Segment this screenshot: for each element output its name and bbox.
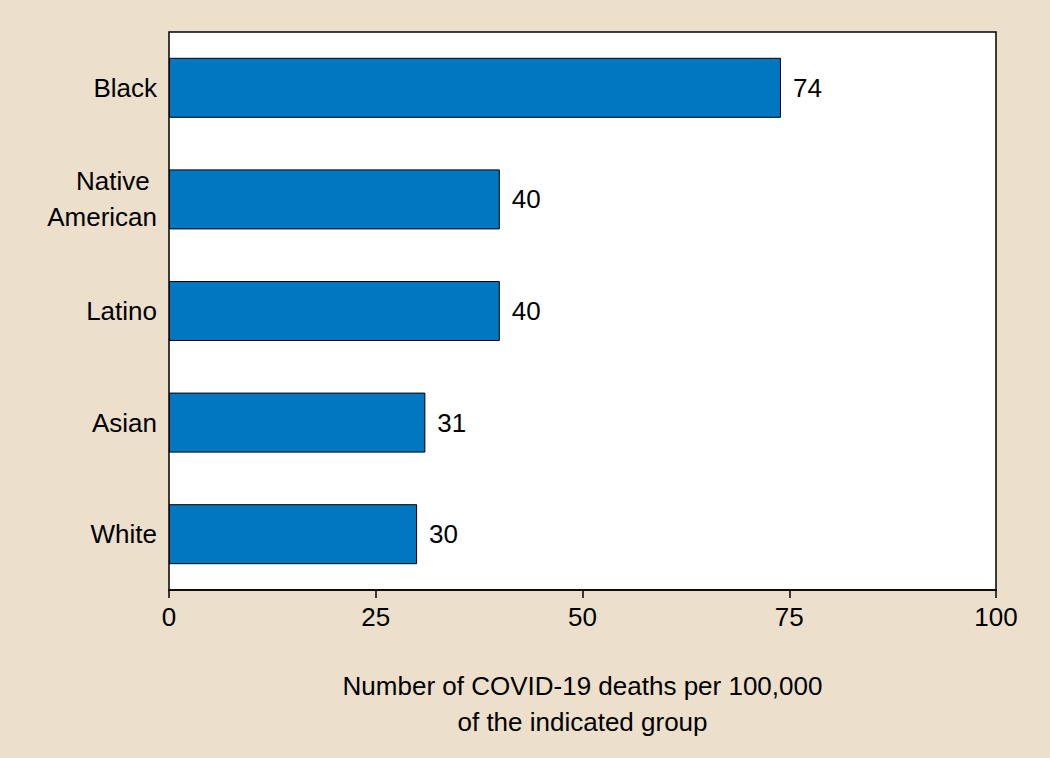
svg-text:30: 30 [429, 519, 458, 549]
svg-text:40: 40 [512, 296, 541, 326]
svg-text:White: White [91, 519, 157, 549]
svg-text:Black: Black [93, 73, 158, 103]
svg-text:31: 31 [437, 408, 466, 438]
svg-text:50: 50 [568, 602, 597, 632]
svg-text:100: 100 [974, 602, 1017, 632]
svg-text:Number of COVID-19 deaths per: Number of COVID-19 deaths per 100,000 [343, 671, 823, 701]
svg-text:0: 0 [162, 602, 176, 632]
svg-text:40: 40 [512, 184, 541, 214]
svg-text:Asian: Asian [92, 408, 157, 438]
svg-text:75: 75 [775, 602, 804, 632]
svg-text:25: 25 [361, 602, 390, 632]
svg-text:Native: Native [76, 166, 157, 196]
svg-text:of the indicated group: of the indicated group [457, 707, 707, 737]
svg-text:American: American [47, 202, 157, 232]
svg-text:74: 74 [793, 73, 822, 103]
svg-text:Latino: Latino [86, 296, 157, 326]
